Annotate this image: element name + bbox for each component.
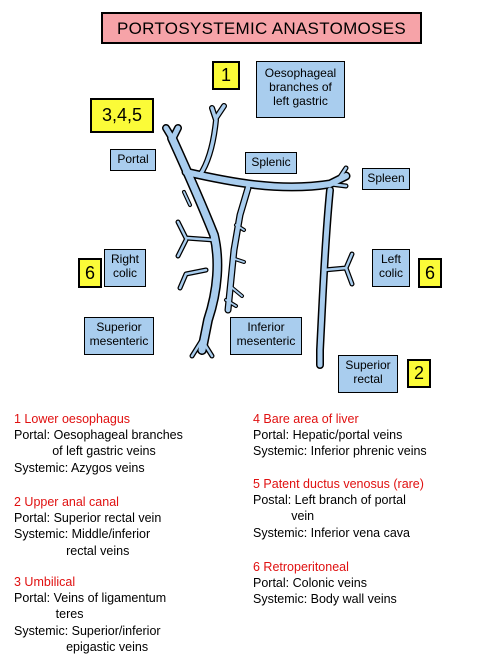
section-line: epigastic veins [14,639,149,654]
badge-1: 1 [212,61,240,90]
label-inf-mes-line-2: mesenteric [236,334,296,348]
label-spleen: Spleen [362,168,410,190]
label-left-colic-line-2: colic [378,266,403,280]
section-line: Portal: Hepatic/portal veins [253,428,403,443]
badge-6-right: 6 [418,258,442,288]
section-line: vein [253,509,315,524]
badge-3-4-5: 3,4,5 [90,98,154,133]
section-umbilical: 3 Umbilical Portal: Veins of ligamentum … [14,574,166,655]
page-title: PORTOSYSTEMIC ANASTOMOSES [101,12,422,44]
section-line: Portal: Superior rectal vein [14,511,162,526]
label-right-colic-line-1: Right [110,252,139,266]
vein-fill [163,104,354,368]
section-line: Systemic: Azygos veins [14,460,145,475]
section-line: of left gastric veins [14,444,156,459]
section-line: Systemic: Superior/inferior [14,623,161,638]
section-line: rectal veins [14,543,130,558]
label-left-colic-line-1: Left [380,252,401,266]
section-line: teres [14,607,84,622]
section-lower-oesophagus: 1 Lower oesophagus Portal: Oesophageal b… [14,411,183,476]
label-left-colic: Left colic [372,249,410,287]
label-sup-rectal-line-2: rectal [353,372,383,386]
section-heading: 6 Retroperitoneal [253,560,349,574]
section-heading: 1 Lower oesophagus [14,412,131,426]
section-heading: 5 Patent ductus venosus (rare) [253,477,424,491]
label-splenic: Splenic [245,152,297,174]
label-portal: Portal [110,149,156,171]
label-oesophageal-line-2: branches of [269,80,332,94]
section-patent-ductus-venosus: 5 Patent ductus venosus (rare) Postal: L… [253,476,424,541]
label-inf-mes-line-1: Inferior [247,320,285,334]
label-sup-rectal-line-1: Superior [345,358,391,372]
section-heading: 4 Bare area of liver [253,412,359,426]
label-inferior-mesenteric: Inferior mesenteric [230,317,302,355]
label-right-colic-line-2: colic [112,266,137,280]
section-line: Portal: Oesophageal branches [14,428,183,443]
section-retroperitoneal: 6 Retroperitoneal Portal: Colonic veins … [253,559,397,608]
section-line: Systemic: Middle/inferior [14,527,151,542]
label-superior-rectal: Superior rectal [338,355,398,393]
badge-6-left: 6 [78,258,102,288]
label-right-colic: Right colic [104,249,146,287]
badge-2: 2 [407,359,431,388]
label-superior-mesenteric: Superior mesenteric [84,317,154,355]
label-oesophageal-line-3: left gastric [273,94,328,108]
section-bare-area-of-liver: 4 Bare area of liver Portal: Hepatic/por… [253,411,427,460]
label-sup-mes-line-1: Superior [96,320,142,334]
section-line: Portal: Colonic veins [253,576,367,591]
section-line: Systemic: Inferior phrenic veins [253,444,427,459]
section-line: Portal: Veins of ligamentum [14,591,167,606]
label-oesophageal-branches: Oesophageal branches of left gastric [256,61,345,118]
section-upper-anal-canal: 2 Upper anal canal Portal: Superior rect… [14,494,161,559]
label-oesophageal-line-1: Oesophageal [264,66,337,80]
section-heading: 2 Upper anal canal [14,495,119,509]
section-line: Postal: Left branch of portal [253,493,406,508]
label-sup-mes-line-2: mesenteric [89,334,149,348]
section-heading: 3 Umbilical [14,575,76,589]
section-line: Systemic: Body wall veins [253,592,397,607]
section-line: Systemic: Inferior vena cava [253,525,411,540]
portal-vein-diagram [162,103,355,369]
